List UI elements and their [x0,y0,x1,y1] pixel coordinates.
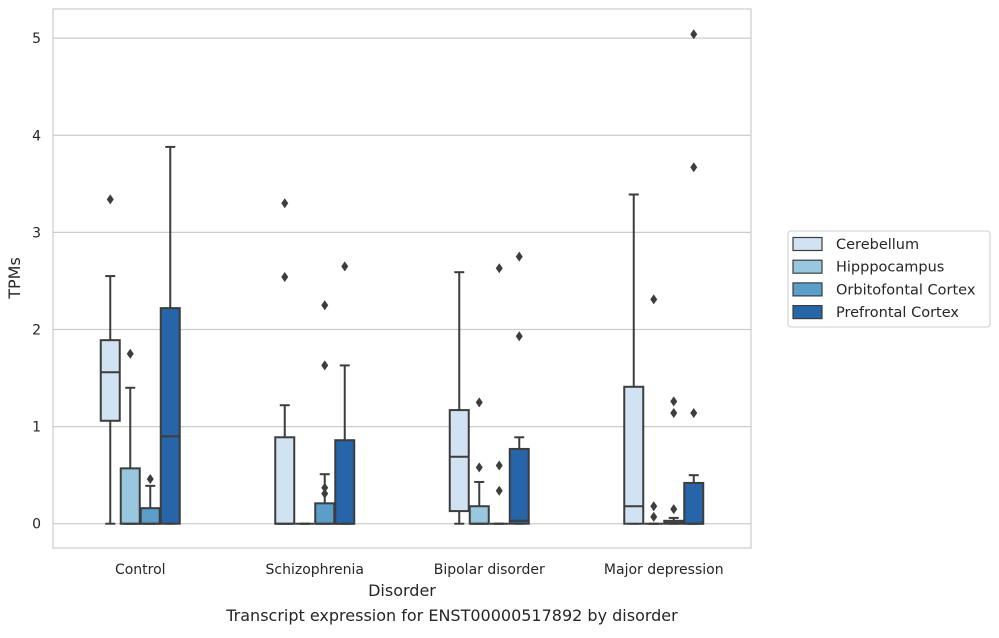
legend-swatch [792,259,823,274]
box-cerebellum [274,198,296,525]
outlier-point [475,397,483,408]
y-tick-label: 1 [32,420,41,436]
outlier-point [650,294,658,305]
outlier-point [670,408,678,419]
outlier-point [106,194,114,205]
box-body [448,409,470,513]
x-tick-label: Schizophrenia [266,562,364,578]
outlier-point [670,396,678,407]
box-orbitofontal-cortex [139,474,161,525]
box-cerebellum [448,271,470,525]
legend-label: Cerebellum [836,237,919,253]
legend-label: Prefrontal Cortex [836,305,959,321]
y-tick-label: 0 [32,517,41,533]
legend-frame [787,230,991,328]
box-body [334,439,356,525]
box-body [468,505,490,525]
box-body [119,467,141,525]
legend-swatch [792,236,823,252]
outlier-point [515,331,523,342]
box-body [159,307,181,525]
outlier-point [690,162,698,173]
plot-area-border [52,8,752,549]
outlier-point [495,460,503,471]
x-tick-labels: Control Schizophrenia Bipolar disorder Majo… [115,562,724,578]
box-prefrontal-cortex [334,261,356,525]
box-body [274,436,296,525]
box-cerebellum [99,194,121,525]
outlier-point [341,261,349,272]
box-orbitofontal-cortex [489,263,509,525]
outlier-point [321,300,329,311]
y-tick-label: 4 [32,128,41,144]
outlier-point [650,511,658,522]
box-plots [99,29,705,525]
y-tick-label: 5 [32,31,41,47]
legend-label: Hipppocampus [836,260,944,276]
outlier-point [281,198,289,209]
outlier-point [690,29,698,40]
outlier-point [690,408,698,419]
outlier-point [475,462,483,473]
outlier-point [126,348,134,359]
x-tick-label: Control [115,562,166,578]
box-body [314,502,336,525]
outlier-point [321,482,329,493]
y-tick-labels: 0 1 2 3 4 5 [32,31,41,533]
x-tick-label: Major depression [604,562,724,578]
legend-swatch [792,282,823,297]
box-prefrontal-cortex [683,29,705,525]
box-orbitofontal-cortex [314,300,336,525]
box-orbitofontal-cortex [663,396,685,525]
box-body [623,385,645,525]
y-axis-label: TPMs [5,257,24,300]
box-body [139,507,161,525]
outlier-point [495,263,503,274]
outlier-point [515,251,523,262]
x-axis-label: Disorder [368,581,436,600]
y-tick-label: 2 [32,322,41,338]
legend-swatch [792,305,823,320]
outlier-point [146,474,154,485]
legend-label: Orbitofontal Cortex [836,282,976,298]
box-cerebellum [623,193,645,525]
outlier-point [670,504,678,515]
box-body [99,339,121,422]
box-body [683,481,705,525]
box-hipppocampus [644,294,664,525]
grid-lines [53,37,751,525]
chart-caption: Transcript expression for ENST0000051789… [226,606,678,625]
box-prefrontal-cortex [508,251,530,525]
outlier-point [321,360,329,371]
outlier-point [281,272,289,283]
outlier-point [321,488,329,499]
legend: Cerebellum Hipppocampus Orbitofontal Corte… [787,230,991,328]
x-tick-label: Bipolar disorder [434,562,545,578]
box-prefrontal-cortex [159,145,181,525]
y-tick-label: 3 [32,225,41,241]
outlier-point [495,485,503,496]
outlier-point [650,501,658,512]
box-body [508,447,530,525]
box-hipppocampus [468,397,490,525]
box-hipppocampus [119,348,141,525]
